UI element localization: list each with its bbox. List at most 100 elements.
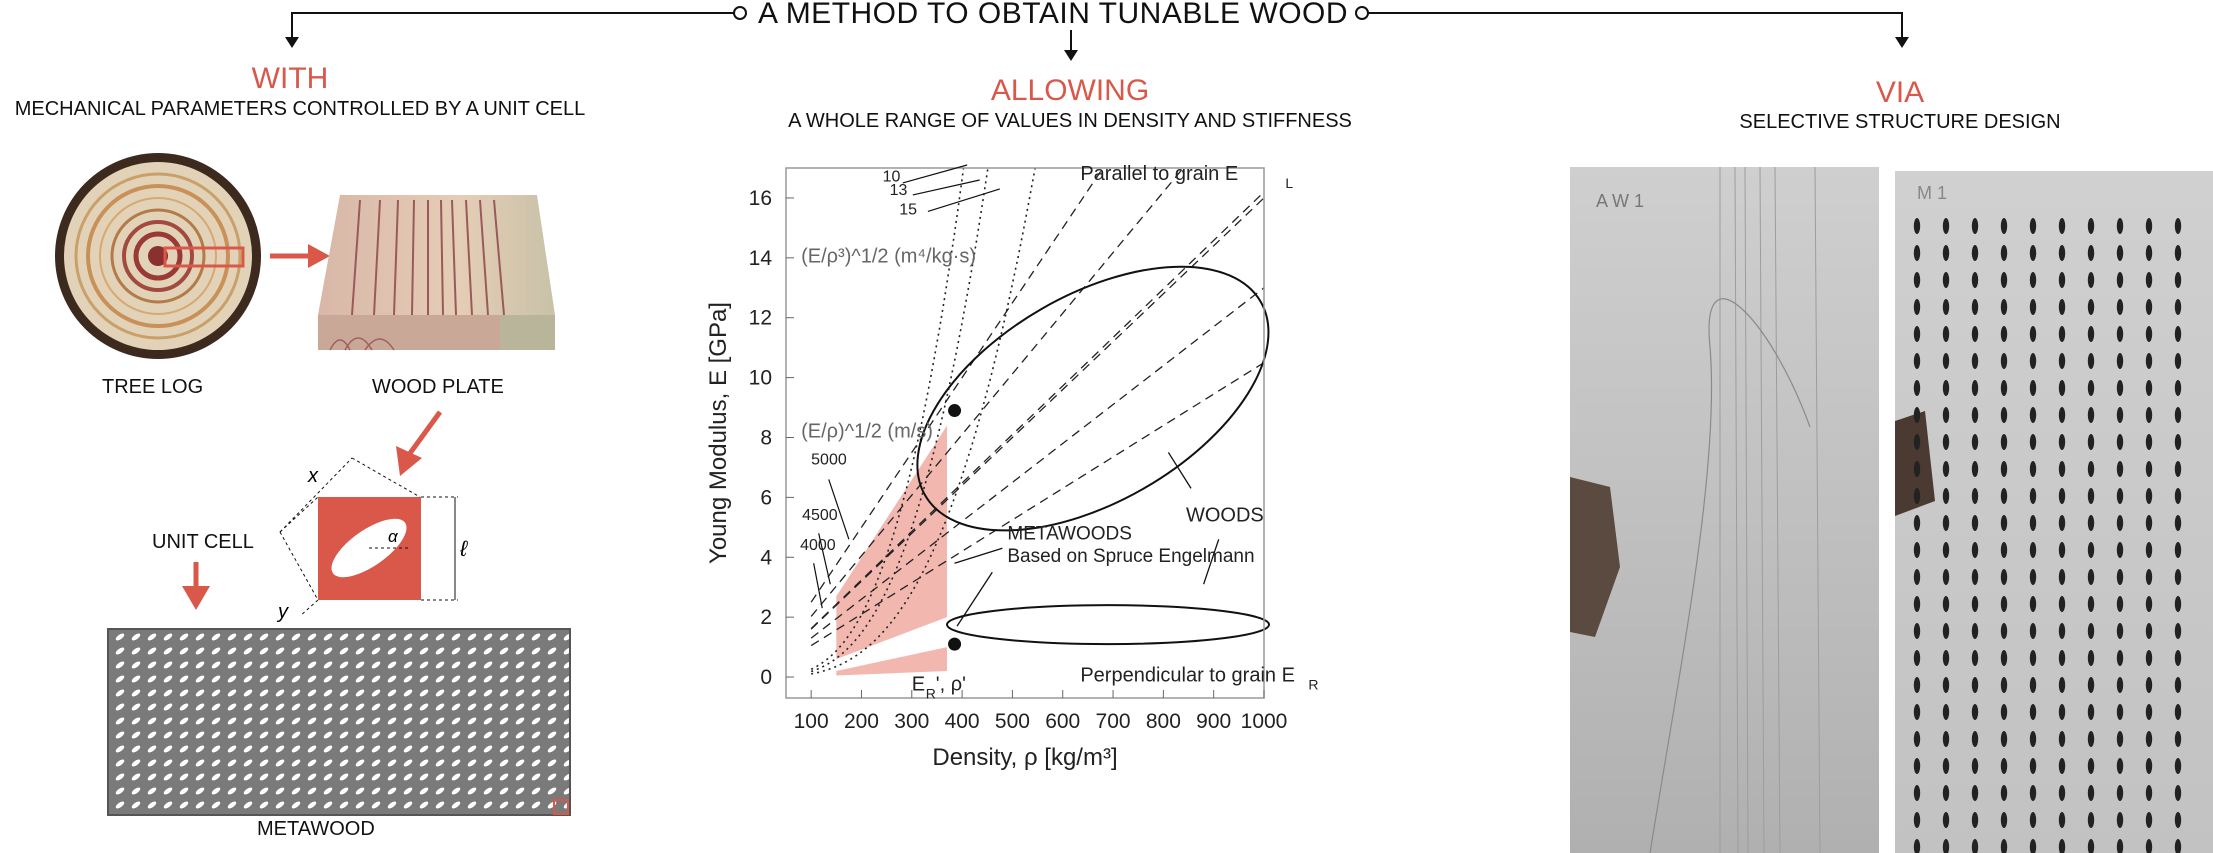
plate-hole (2000, 488, 2008, 504)
plate-hole (2087, 299, 2095, 315)
metawood-label: METAWOOD (257, 818, 375, 840)
shaded-region-1 (836, 647, 948, 676)
plate-hole (1942, 515, 1950, 531)
plate-hole (1913, 569, 1921, 585)
plate-hole (2116, 272, 2124, 288)
plate-hole (2000, 812, 2008, 828)
plate-hole (2087, 758, 2095, 774)
y-tick-label: 0 (760, 666, 772, 689)
dotted-series-label: 10 (883, 168, 901, 185)
plate-hole (1942, 623, 1950, 639)
plate-hole (1913, 245, 1921, 261)
tree-log-image (55, 153, 261, 359)
plate-hole (2029, 542, 2037, 558)
plate-hole (2174, 542, 2182, 558)
x-tick-label: 900 (1196, 710, 1231, 733)
plate-hole (2174, 596, 2182, 612)
plate-hole (2058, 758, 2066, 774)
plate-hole (2116, 407, 2124, 423)
metawoods-arrow-2 (956, 571, 993, 627)
allowing-subtitle: A WHOLE RANGE OF VALUES IN DENSITY AND S… (788, 110, 1352, 132)
with-subtitle: MECHANICAL PARAMETERS CONTROLLED BY A UN… (14, 98, 586, 120)
plate-hole (2000, 758, 2008, 774)
plate-hole (2174, 569, 2182, 585)
plate-hole (1942, 569, 1950, 585)
y-tick-label: 6 (760, 486, 772, 509)
plate-hole (2087, 704, 2095, 720)
x-tick-label: 400 (945, 710, 980, 733)
plate-hole (2058, 596, 2066, 612)
plate-hole (2087, 839, 2095, 853)
plate-hole (2000, 272, 2008, 288)
y-tick-label: 12 (749, 307, 772, 330)
plate-hole (2000, 650, 2008, 666)
plate-hole (1913, 218, 1921, 234)
dashed-arrow-line (828, 479, 850, 540)
plate-hole (2145, 245, 2153, 261)
x-tick-label: 100 (794, 710, 829, 733)
plate-hole (2000, 677, 2008, 693)
plate-hole (2000, 839, 2008, 853)
plate-hole (1942, 488, 1950, 504)
plate-hole (2116, 380, 2124, 396)
plate-hole (2058, 461, 2066, 477)
with-heading: WITH (251, 62, 329, 95)
plate-hole (2000, 353, 2008, 369)
plate-hole (1971, 731, 1979, 747)
plate-hole (1971, 245, 1979, 261)
dashed-series-label: 4500 (802, 507, 838, 524)
plate-hole (2174, 758, 2182, 774)
plate-hole (1971, 407, 1979, 423)
plate-hole (2000, 407, 2008, 423)
plate-hole (2145, 623, 2153, 639)
plate-hole (1913, 272, 1921, 288)
plate-hole (2058, 623, 2066, 639)
plate-hole (2029, 353, 2037, 369)
dashed-line-d2 (810, 287, 1264, 639)
plate-hole (1913, 596, 1921, 612)
plate-hole (2145, 488, 2153, 504)
plate-hole (2145, 704, 2153, 720)
plate-hole (2058, 515, 2066, 531)
plate-hole (2116, 596, 2124, 612)
er-rho-label: E (912, 674, 925, 696)
via-subtitle: SELECTIVE STRUCTURE DESIGN (1739, 111, 2061, 133)
plate-hole (2174, 731, 2182, 747)
plate-hole (2116, 299, 2124, 315)
plate-hole (2174, 353, 2182, 369)
angle-label: α (388, 527, 399, 546)
plate-hole (2058, 434, 2066, 450)
y-tick-label: 10 (749, 367, 772, 390)
tree-log-label: TREE LOG (102, 376, 204, 398)
x-tick-label: 300 (894, 710, 929, 733)
plate-hole (2116, 650, 2124, 666)
metawood-holes (1895, 218, 2182, 853)
plate-hole (2145, 677, 2153, 693)
plate-hole (2029, 515, 2037, 531)
plate-hole (1913, 380, 1921, 396)
dashed-series-label: 5000 (811, 451, 847, 468)
plate-hole (2058, 731, 2066, 747)
plate-hole (2174, 407, 2182, 423)
parallel-label-sub: L (1285, 175, 1293, 191)
plate-hole (2116, 218, 2124, 234)
plate-hole (2029, 272, 2037, 288)
plate-hole (1971, 515, 1979, 531)
plate-hole (1942, 677, 1950, 693)
density-stiffness-chart: 100 200 300 400 500 600 700 800 900 1000 0 2 4 6 8 10 12… (705, 163, 1318, 771)
plate-hole (2145, 272, 2153, 288)
plate-hole (2000, 542, 2008, 558)
plate-hole (1942, 380, 1950, 396)
plate-hole (2116, 569, 2124, 585)
x-tick-label: 500 (995, 710, 1030, 733)
plate-hole (1942, 326, 1950, 342)
plate-hole (2174, 218, 2182, 234)
plate-hole (2174, 434, 2182, 450)
plate-hole (2174, 272, 2182, 288)
plate-hole (2174, 326, 2182, 342)
dotted-arrow-line (927, 188, 1001, 212)
plate-hole (2174, 677, 2182, 693)
woods-label: WOODS (1186, 504, 1264, 526)
plate-hole (2145, 542, 2153, 558)
plate-hole (2145, 515, 2153, 531)
